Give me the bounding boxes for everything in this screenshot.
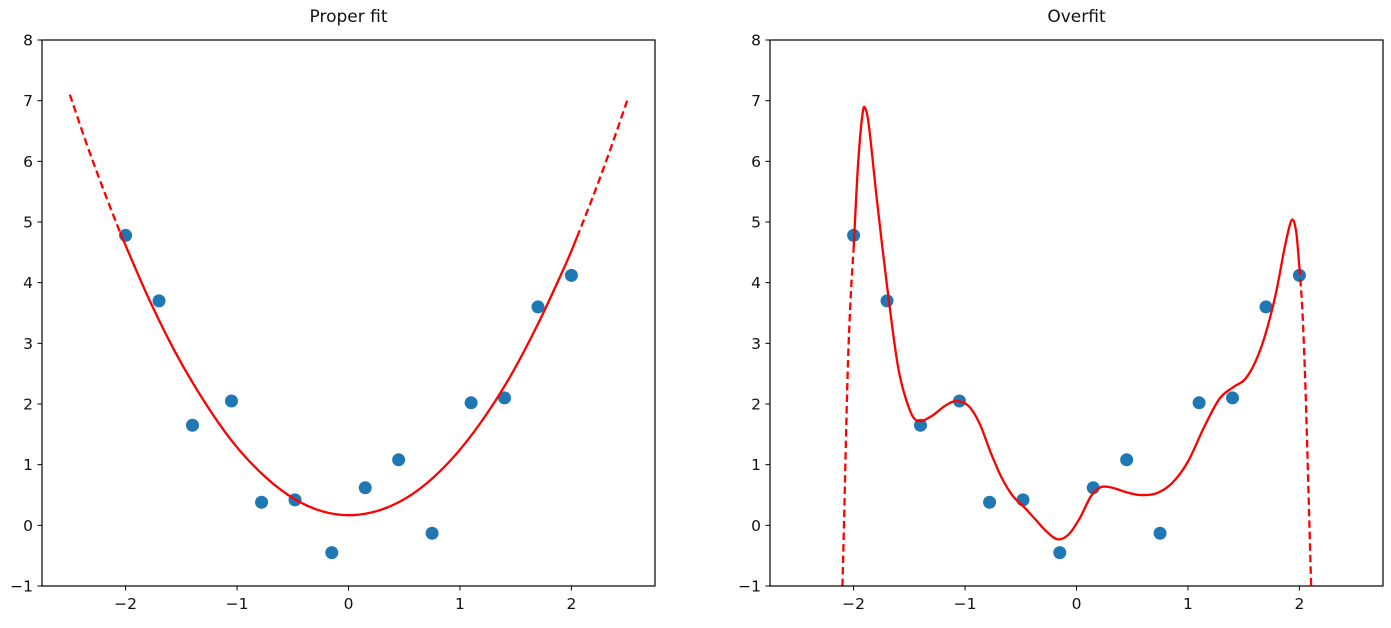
fit-line-fit-curve-solid [852,105,1301,541]
y-tick-label: 1 [23,456,33,474]
plot-svg-1: −2 −1 0 1 2 −1 0 1 2 3 4 5 6 7 8 [738,32,1384,613]
scatter-point [152,294,166,308]
scatter-point [1292,268,1306,282]
scatter-point [425,526,439,540]
x-tick-label: 0 [1072,595,1082,613]
scatter-point [325,546,339,560]
x-tick-label: −2 [842,595,865,613]
chart-title-overfit: Overfit [1047,7,1106,27]
y-tick-label: 2 [751,396,761,414]
y-tick-label: 8 [23,32,33,50]
y-tick-label: 7 [23,92,33,110]
x-tick-label: −2 [114,595,137,613]
y-tick-label: 1 [751,456,761,474]
scatter-point [392,453,406,467]
y-tick-label: 2 [23,396,33,414]
y-tick-label: 3 [23,335,33,353]
fit-line-extrapolation-left-dashed [841,249,855,586]
fit-line-extrapolation-left-dashed [68,94,122,233]
scatter-point [498,391,512,405]
scatter-point [880,294,894,308]
y-tick-label: 6 [23,153,33,171]
scatter-point [1192,396,1206,410]
y-tick-label: 6 [751,153,761,171]
y-tick-label: 0 [751,517,761,535]
fit-line-extrapolation-right-dashed [1298,267,1313,586]
scatter-point [1120,453,1134,467]
y-tick-label: 3 [751,335,761,353]
chart-title-proper-fit: Proper fit [309,7,388,27]
scatter-point [1259,300,1273,314]
scatter-point [913,418,927,432]
scatter-point [1016,493,1030,507]
x-tick-label: −1 [226,595,249,613]
y-tick-label: 4 [751,274,761,292]
chart-overfit: Overfit −2 −1 0 1 2 −1 0 1 2 3 4 5 6 7 8 [728,0,1391,628]
fit-line-extrapolation-right-dashed [575,100,629,238]
y-tick-label: −1 [738,578,761,596]
scatter-point [358,481,372,495]
fit-line-fit-curve-solid [118,231,579,517]
axes-frame [769,39,1384,587]
x-tick-label: 1 [455,595,465,613]
scatter-point [983,495,997,509]
scatter-point [464,396,478,410]
scatter-point [1226,391,1240,405]
x-tick-label: 2 [566,595,576,613]
y-tick-label: −1 [10,578,33,596]
x-tick-label: −1 [954,595,977,613]
y-tick-label: 4 [23,274,33,292]
plot-area [68,94,629,560]
axes-frame [41,39,656,587]
y-tick-label: 8 [751,32,761,50]
y-tick-label: 5 [23,214,33,232]
scatter-point [224,394,238,408]
plot-background [42,40,655,586]
scatter-point [1053,546,1067,560]
scatter-point [255,495,269,509]
scatter-point [1153,526,1167,540]
y-tick-label: 7 [751,92,761,110]
scatter-point [531,300,545,314]
x-tick-label: 2 [1294,595,1304,613]
scatter-point [564,268,578,282]
plot-svg-0: −2 −1 0 1 2 −1 0 1 2 3 4 5 6 7 8 [10,32,656,613]
chart-proper-fit: Proper fit −2 −1 0 1 2 −1 0 1 2 3 4 5 6 7 8 [0,0,663,628]
x-tick-label: 1 [1183,595,1193,613]
plot-background [770,40,1383,586]
y-tick-label: 0 [23,517,33,535]
y-tick-label: 5 [751,214,761,232]
x-tick-label: 0 [344,595,354,613]
scatter-point [185,418,199,432]
plot-area [841,105,1313,586]
